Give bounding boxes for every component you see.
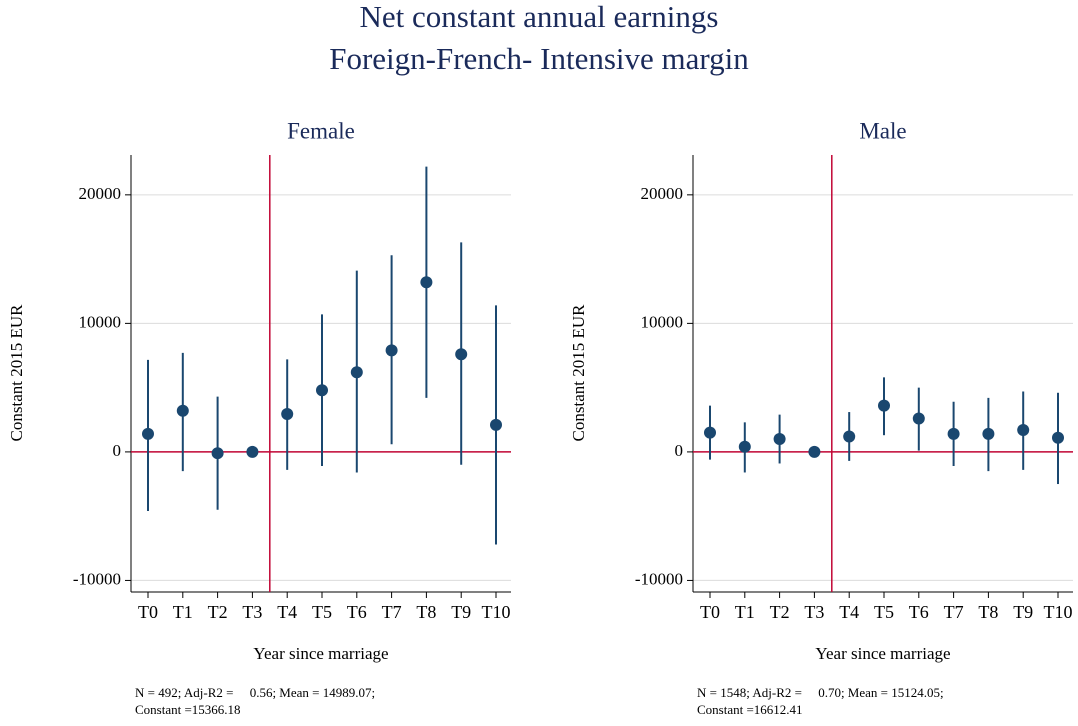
x-axis-label: Year since marriage xyxy=(253,644,388,663)
x-tick-label: T6 xyxy=(347,602,367,622)
point xyxy=(350,366,363,379)
figure-title: Net constant annual earnings xyxy=(360,0,719,34)
x-tick-label: T7 xyxy=(944,602,964,622)
y-axis-label: Constant 2015 EUR xyxy=(7,304,26,442)
x-tick-label: T8 xyxy=(416,602,436,622)
x-tick-label: T10 xyxy=(482,602,511,622)
point xyxy=(1052,431,1064,444)
x-tick-label: T9 xyxy=(1013,602,1033,622)
point xyxy=(982,427,995,440)
point xyxy=(738,440,751,453)
y-tick-label: 0 xyxy=(113,441,122,460)
y-tick-label: -10000 xyxy=(73,569,121,588)
point xyxy=(773,433,786,446)
y-tick-label: 0 xyxy=(675,441,684,460)
note: Constant =15366.18 xyxy=(135,702,241,717)
y-tick-label: 10000 xyxy=(79,312,122,331)
x-tick-label: T6 xyxy=(909,602,929,622)
point xyxy=(211,447,224,460)
y-tick-label: 20000 xyxy=(79,184,122,203)
note: N = 492; Adj-R2 = 0.56; Mean = 14989.07; xyxy=(135,685,375,700)
x-tick-label: T7 xyxy=(382,602,402,622)
panel-title: Male xyxy=(859,118,906,143)
point xyxy=(947,427,960,440)
x-tick-label: T0 xyxy=(138,602,158,622)
y-tick-label: 20000 xyxy=(641,184,684,203)
point xyxy=(878,399,890,412)
point xyxy=(176,404,189,417)
point xyxy=(420,276,433,289)
point xyxy=(490,418,502,431)
point xyxy=(912,412,925,425)
x-tick-label: T2 xyxy=(208,602,228,622)
panel-title: Female xyxy=(287,118,355,143)
point xyxy=(455,348,468,361)
note: N = 1548; Adj-R2 = 0.70; Mean = 15124.05… xyxy=(697,685,944,700)
x-tick-label: T4 xyxy=(277,602,297,622)
point xyxy=(142,427,154,440)
x-tick-label: T1 xyxy=(173,602,193,622)
x-tick-label: T5 xyxy=(312,602,332,622)
x-tick-label: T10 xyxy=(1044,602,1073,622)
y-axis-label: Constant 2015 EUR xyxy=(569,304,588,442)
x-tick-label: T2 xyxy=(770,602,790,622)
x-tick-label: T0 xyxy=(700,602,720,622)
y-tick-label: -10000 xyxy=(635,569,683,588)
x-tick-label: T3 xyxy=(242,602,262,622)
point xyxy=(843,430,856,443)
y-tick-label: 10000 xyxy=(641,312,684,331)
x-tick-label: T9 xyxy=(451,602,471,622)
x-axis-label: Year since marriage xyxy=(815,644,950,663)
point xyxy=(704,426,716,439)
x-tick-label: T1 xyxy=(735,602,755,622)
x-tick-label: T5 xyxy=(874,602,894,622)
point xyxy=(385,344,398,357)
point xyxy=(1017,424,1030,437)
point xyxy=(808,445,821,458)
figure-subtitle: Foreign-French- Intensive margin xyxy=(329,41,749,76)
point xyxy=(316,384,328,397)
x-tick-label: T4 xyxy=(839,602,859,622)
x-tick-label: T8 xyxy=(978,602,998,622)
point xyxy=(281,407,294,420)
point xyxy=(246,445,259,458)
x-tick-label: T3 xyxy=(804,602,824,622)
note: Constant =16612.41 xyxy=(697,702,803,717)
